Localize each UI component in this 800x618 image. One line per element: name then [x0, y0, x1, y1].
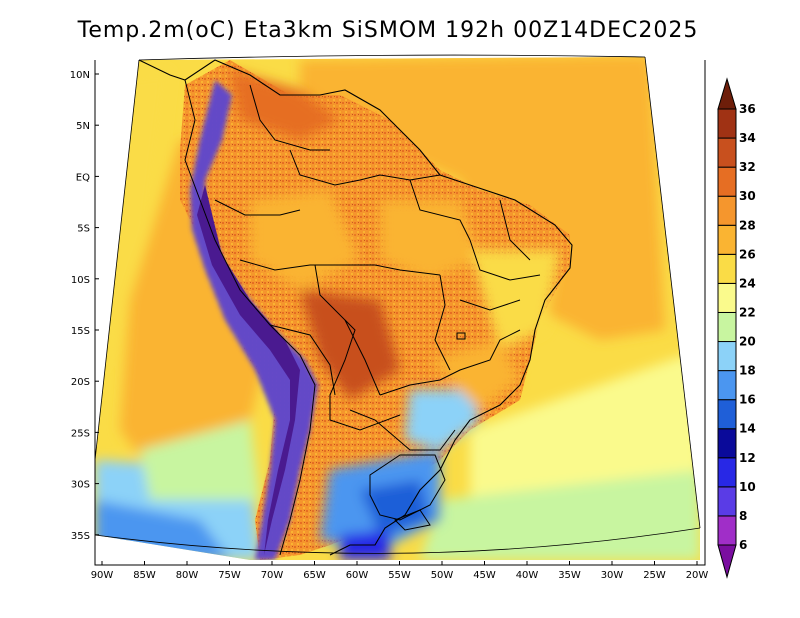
lat-tick-label: 20S — [71, 377, 90, 388]
colorbar-segment — [717, 515, 737, 546]
colorbar-segment — [717, 370, 737, 401]
lon-tick-label: 30W — [601, 570, 624, 581]
lat-tick-label: 5S — [77, 224, 90, 235]
colorbar-label: 22 — [739, 305, 756, 319]
colorbar-segment — [717, 428, 737, 459]
lon-tick-label: 25W — [643, 570, 666, 581]
colorbar-label: 28 — [739, 218, 756, 232]
colorbar-segment — [717, 195, 737, 226]
colorbar-segment — [717, 137, 737, 168]
lon-tick-label: 45W — [473, 570, 496, 581]
map-title: Temp.2m(oC) Eta3km SiSMOM 192h 00Z14DEC2… — [77, 18, 699, 43]
colorbar: 6 8 10 12 14 16 18 20 22 24 26 28 30 32 34 36 — [717, 77, 756, 579]
colorbar-label: 10 — [739, 480, 756, 494]
lon-tick-label: 60W — [346, 570, 369, 581]
colorbar-label: 6 — [739, 538, 747, 552]
colorbar-segment — [717, 457, 737, 488]
colorbar-label: 14 — [739, 422, 756, 436]
colorbar-segment — [717, 311, 737, 343]
colorbar-segment — [717, 341, 737, 372]
colorbar-segment — [717, 108, 737, 139]
lon-tick-label: 35W — [558, 570, 581, 581]
colorbar-min-triangle — [717, 544, 737, 579]
colorbar-label: 36 — [739, 102, 756, 116]
lat-tick-label: 15S — [71, 326, 90, 337]
colorbar-max-triangle — [717, 77, 737, 110]
lat-tick-label: EQ — [76, 172, 90, 183]
lon-tick-label: 70W — [261, 570, 284, 581]
lon-tick-label: 80W — [176, 570, 199, 581]
colorbar-label: 16 — [739, 393, 756, 407]
colorbar-label: 32 — [739, 160, 756, 174]
colorbar-segment — [717, 282, 737, 313]
colorbar-label: 12 — [739, 451, 756, 465]
lat-tick-label: 5N — [76, 121, 90, 132]
lon-tick-label: 90W — [91, 570, 114, 581]
colorbar-segment — [717, 399, 737, 430]
country-borders — [138, 59, 573, 556]
lon-tick-label: 40W — [516, 570, 539, 581]
colorbar-label: 26 — [739, 247, 756, 261]
lat-tick-label: 25S — [71, 428, 90, 439]
colorbar-label: 20 — [739, 335, 756, 349]
lat-tick-label: 10S — [71, 275, 90, 286]
colorbar-segment — [717, 486, 737, 517]
colorbar-segment — [717, 166, 737, 197]
colorbar-label: 8 — [739, 509, 747, 523]
lat-tick-label: 10N — [70, 70, 90, 81]
lat-tick-label: 35S — [71, 531, 90, 542]
temperature-field — [95, 57, 700, 560]
longitude-axis: 90W 85W 80W 75W 70W 65W 60W 55W 50W 45W 40W 35W 30W 2… — [91, 561, 709, 581]
lon-tick-label: 50W — [431, 570, 454, 581]
colorbar-label: 34 — [739, 131, 756, 145]
lon-tick-label: 85W — [133, 570, 156, 581]
lat-tick-label: 30S — [71, 480, 90, 491]
lon-tick-label: 55W — [388, 570, 411, 581]
lon-tick-label: 20W — [686, 570, 709, 581]
colorbar-label: 30 — [739, 189, 756, 203]
colorbar-label: 18 — [739, 364, 756, 378]
lon-tick-label: 75W — [218, 570, 241, 581]
lon-tick-label: 65W — [303, 570, 326, 581]
colorbar-segment — [717, 224, 737, 255]
colorbar-label: 24 — [739, 276, 756, 290]
colorbar-segment — [717, 253, 737, 284]
latitude-axis: 10N 5N EQ 5S 10S 15S 20S 25S 30S 35S — [70, 70, 99, 542]
